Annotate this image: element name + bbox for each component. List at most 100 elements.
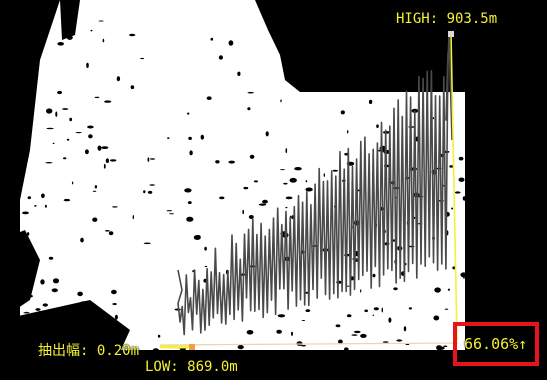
terrain-speck [338,339,343,344]
terrain-speck [376,124,379,128]
terrain-speck [305,180,308,183]
terrain-speck [215,160,220,164]
terrain-speck [372,273,376,278]
extraction-width-label: 抽出幅: 0.20m [38,343,140,359]
terrain-speck [187,201,192,205]
terrain-speck [317,49,321,53]
terrain-speck [35,308,41,311]
terrain-speck [258,203,267,206]
terrain-speck [26,232,30,236]
terrain-speck [247,91,254,94]
terrain-speck [316,40,320,46]
terrain-speck [102,318,107,321]
terrain-speck [80,237,84,243]
terrain-speck [437,346,445,350]
terrain-speck [187,112,190,115]
terrain-speck [405,343,410,345]
terrain-speck [210,37,214,41]
terrain-speck [444,308,449,310]
terrain-speck [372,314,375,316]
terrain-speck [90,29,93,32]
terrain-speck [382,341,389,343]
terrain-speck [188,136,192,140]
terrain-speck [243,186,249,190]
terrain-speck [130,85,135,90]
terrain-speck [416,35,422,39]
terrain-speck [352,44,354,50]
terrain-speck [97,145,102,151]
terrain-speck [434,287,441,293]
percentage-label: 66.06%↑ [464,335,528,353]
terrain-speck [167,137,170,140]
terrain-speck [101,146,109,150]
baseline-line [159,342,459,346]
terrain-speck [276,329,282,334]
terrain-speck [166,210,172,212]
high-elevation-label: HIGH: 903.5m [396,11,498,27]
terrain-speck [23,242,27,247]
terrain-speck [33,24,39,26]
terrain-speck [246,330,254,335]
terrain-speck [92,217,98,222]
terrain-speck [458,177,465,182]
terrain-speck [237,345,244,350]
terrain-speck [140,57,145,60]
terrain-speck [283,182,288,185]
terrain-speck [218,55,223,60]
elevation-profile-line [177,33,453,336]
terrain-speck [351,334,358,336]
terrain-speck [86,62,89,68]
terrain-speck [104,100,112,103]
terrain-speck [46,127,54,130]
terrain-speck [355,69,358,73]
terrain-speck [157,334,161,338]
terrain-speck [51,288,58,293]
terrain-speck [57,90,63,95]
terrain-speck [184,188,192,193]
terrain-speck [42,303,48,307]
terrain-speck [84,149,89,155]
terrain-speck [388,317,392,323]
terrain-speck [277,314,286,318]
terrain-speck [169,213,175,215]
terrain-speck [346,314,352,318]
terrain-speck [206,96,212,100]
terrain-speck [454,191,461,194]
terrain-speck [62,157,67,160]
terrain-speck [80,333,84,336]
terrain-speck [462,196,467,201]
terrain-speck [63,198,71,202]
terrain-speck [265,131,269,137]
terrain-speck [17,323,24,328]
terrain-speck [149,184,156,186]
terrain-speck [98,20,104,22]
terrain-speck [443,345,448,348]
terrain-speck [88,134,93,139]
terrain-speck [354,330,361,334]
terrain-speck [433,315,440,321]
low-elevation-label: LOW: 869.0m [145,359,238,375]
terrain-speck [94,185,98,189]
terrain-speck [77,291,83,297]
terrain-speck [41,193,45,199]
terrain-speck [451,207,454,210]
terrain-speck [105,158,109,163]
terrain-speck [305,291,309,294]
terrain-speck [111,289,117,295]
terrain-speckles [17,20,467,352]
terrain-speck [45,162,53,164]
terrain-speck [143,242,151,245]
terrain-speck [463,274,465,279]
terrain-speck [305,187,313,192]
terrain-speck [374,46,382,51]
terrain-speck [34,205,37,207]
terrain-speck [228,160,235,164]
terrain-speck [150,158,155,160]
percentage-highlight-box[interactable] [453,322,539,366]
terrain-speck [344,347,349,352]
terrain-speck [364,309,369,313]
terrain-speck [108,231,114,236]
terrain-speck [347,130,349,134]
terrain-speck [66,35,73,40]
